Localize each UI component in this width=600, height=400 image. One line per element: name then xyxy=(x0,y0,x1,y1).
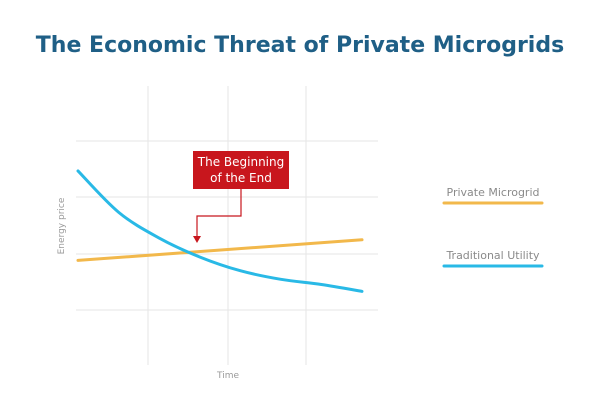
annotation-line-2: of the End xyxy=(210,171,272,185)
x-axis-label: Time xyxy=(216,371,239,381)
annotation-arrow xyxy=(196,189,242,241)
chart-title: The Economic Threat of Private Microgrid… xyxy=(36,33,564,58)
y-axis-label: Energy price xyxy=(57,197,67,254)
annotation-callout: The Beginning of the End xyxy=(193,151,289,243)
annotation-line-1: The Beginning xyxy=(197,155,284,169)
annotation-arrowhead xyxy=(193,236,201,243)
legend: Private Microgrid Traditional Utility xyxy=(442,186,544,268)
annotation-box xyxy=(193,151,289,189)
grid xyxy=(76,86,378,365)
legend-label-private-microgrid: Private Microgrid xyxy=(447,186,540,199)
legend-label-traditional-utility: Traditional Utility xyxy=(445,249,540,262)
series-line-private-microgrid xyxy=(76,238,364,262)
series-line-traditional-utility xyxy=(76,169,364,293)
